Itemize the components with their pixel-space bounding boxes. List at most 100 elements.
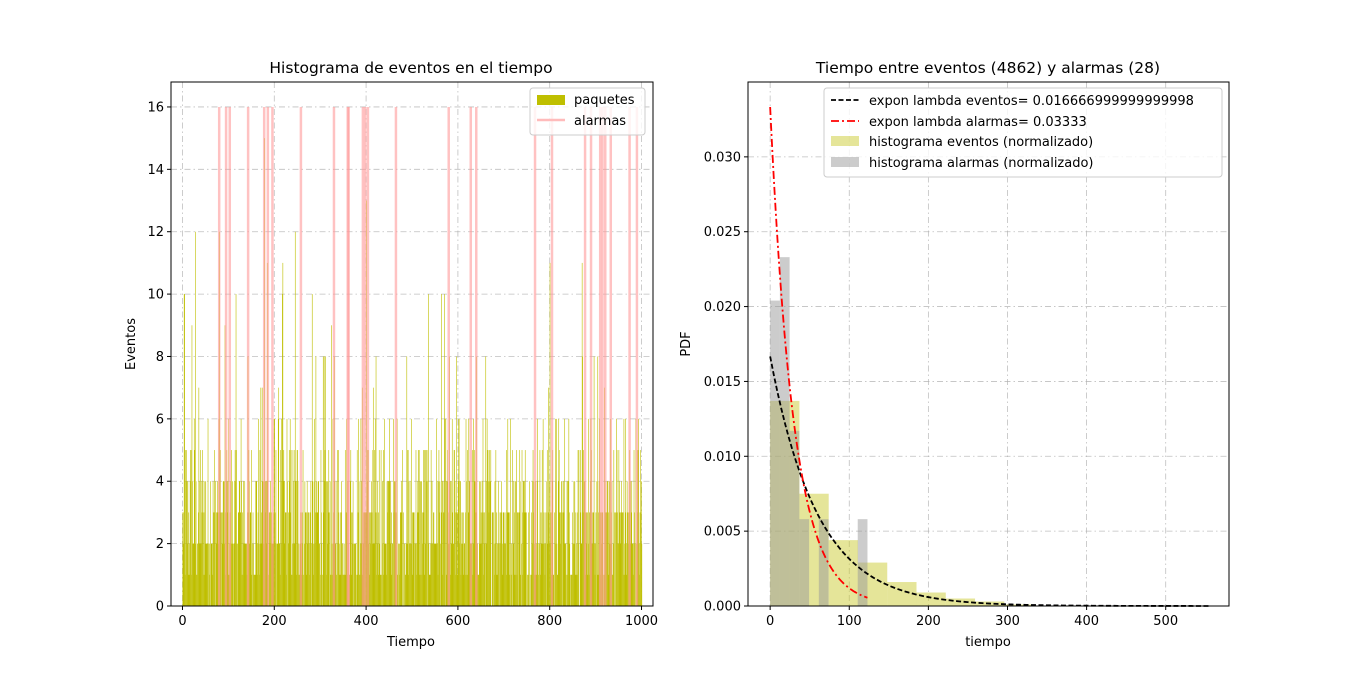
alarm-hist-bar bbox=[858, 519, 868, 606]
paquetes-bar bbox=[492, 512, 493, 606]
y-tick-label: 12 bbox=[147, 225, 164, 240]
legend-swatch-paquetes bbox=[537, 95, 565, 105]
paquetes-bar bbox=[319, 544, 320, 606]
paquetes-bar bbox=[221, 512, 222, 606]
paquetes-bar bbox=[311, 544, 312, 606]
paquetes-bar bbox=[546, 512, 547, 606]
y-tick-label: 10 bbox=[147, 288, 164, 303]
x-tick-label: 200 bbox=[916, 614, 941, 629]
paquetes-bar bbox=[485, 544, 486, 606]
y-tick-label: 0 bbox=[156, 600, 164, 615]
y-tick-label: 14 bbox=[147, 163, 164, 178]
paquetes-bar bbox=[490, 450, 491, 606]
paquetes-bar bbox=[376, 356, 377, 606]
x-tick-label: 200 bbox=[262, 614, 287, 629]
paquetes-bar bbox=[233, 544, 234, 606]
paquetes-bar bbox=[392, 544, 393, 606]
paquetes-bar bbox=[353, 481, 354, 606]
chart2-y-label: PDF bbox=[679, 331, 694, 356]
paquetes-bar bbox=[642, 544, 643, 606]
alarm-hist-bar bbox=[770, 301, 780, 606]
x-tick-label: 0 bbox=[766, 614, 774, 629]
x-tick-label: 400 bbox=[1074, 614, 1099, 629]
legend-label-expon-alarmas: expon lambda alarmas= 0.03333 bbox=[869, 115, 1087, 130]
paquetes-bar bbox=[509, 512, 510, 606]
y-tick-label: 2 bbox=[156, 537, 164, 552]
alarm-hist-bar bbox=[799, 519, 809, 606]
legend-label-paquetes: paquetes bbox=[574, 93, 635, 108]
y-tick-label: 0.000 bbox=[704, 600, 741, 615]
paquetes-bar bbox=[518, 512, 519, 606]
chart1-legend: paquetes alarmas bbox=[530, 88, 645, 135]
paquetes-bar bbox=[520, 575, 521, 606]
chart1-title: Histograma de eventos en el tiempo bbox=[269, 59, 552, 77]
x-tick-label: 800 bbox=[537, 614, 562, 629]
paquetes-bar bbox=[287, 481, 288, 606]
x-tick-label: 500 bbox=[1153, 614, 1178, 629]
paquetes-bar bbox=[525, 512, 526, 606]
y-tick-label: 6 bbox=[156, 412, 164, 427]
paquetes-bar bbox=[414, 512, 415, 606]
paquetes-bar bbox=[635, 544, 636, 606]
paquetes-bar bbox=[208, 544, 209, 606]
chart1-y-label: Eventos bbox=[124, 318, 139, 370]
paquetes-bar bbox=[210, 481, 211, 606]
legend-swatch-hist-alarmas bbox=[831, 157, 859, 167]
paquetes-bar bbox=[614, 512, 615, 606]
y-tick-label: 0.010 bbox=[704, 450, 741, 465]
paquetes-bar bbox=[252, 544, 253, 606]
paquetes-bar bbox=[401, 512, 402, 606]
x-tick-label: 300 bbox=[995, 614, 1020, 629]
legend-label-hist-eventos: histograma eventos (normalizado) bbox=[869, 135, 1093, 150]
y-tick-label: 8 bbox=[156, 350, 164, 365]
legend-label-hist-alarmas: histograma alarmas (normalizado) bbox=[869, 156, 1094, 171]
alarm-hist-bar bbox=[790, 431, 800, 606]
paquetes-bar bbox=[440, 481, 441, 606]
paquetes-bar bbox=[538, 575, 539, 606]
y-tick-label: 0.005 bbox=[704, 525, 741, 540]
paquetes-bar bbox=[579, 450, 580, 606]
paquetes-bar bbox=[498, 481, 499, 606]
paquetes-bar bbox=[356, 575, 357, 606]
y-tick-label: 16 bbox=[147, 100, 164, 115]
paquetes-bar bbox=[427, 481, 428, 606]
event-hist-bar bbox=[829, 540, 858, 606]
paquetes-bar bbox=[562, 481, 563, 606]
y-tick-label: 0.025 bbox=[704, 225, 741, 240]
paquetes-bar bbox=[322, 544, 323, 606]
paquetes-bar bbox=[615, 512, 616, 606]
x-tick-label: 400 bbox=[354, 614, 379, 629]
paquetes-bar bbox=[329, 512, 330, 606]
paquetes-bar bbox=[403, 512, 404, 606]
alarm-hist-bar bbox=[780, 257, 790, 606]
legend-label-alarmas: alarmas bbox=[574, 114, 626, 129]
paquetes-bar bbox=[215, 481, 216, 606]
paquetes-bar bbox=[529, 481, 530, 606]
y-tick-label: 0.030 bbox=[704, 150, 741, 165]
y-tick-label: 0.015 bbox=[704, 375, 741, 390]
paquetes-bar bbox=[184, 294, 185, 606]
paquetes-bar bbox=[276, 544, 277, 606]
paquetes-bar bbox=[397, 575, 398, 606]
paquetes-bar bbox=[566, 575, 567, 606]
x-tick-label: 100 bbox=[837, 614, 862, 629]
paquetes-bar bbox=[336, 575, 337, 606]
paquetes-bar bbox=[596, 512, 597, 606]
paquetes-bar bbox=[402, 450, 403, 606]
paquetes-bar bbox=[569, 544, 570, 606]
paquetes-bar bbox=[445, 419, 446, 606]
chart2-x-label: tiempo bbox=[965, 635, 1011, 650]
chart2-legend: expon lambda eventos= 0.0166669999999999… bbox=[824, 88, 1222, 177]
x-tick-label: 600 bbox=[445, 614, 470, 629]
paquetes-bar bbox=[303, 575, 304, 606]
chart2-title: Tiempo entre eventos (4862) y alarmas (2… bbox=[815, 59, 1160, 77]
legend-swatch-hist-eventos bbox=[831, 136, 859, 146]
chart1-x-label: Tiempo bbox=[386, 635, 435, 650]
legend-label-expon-eventos: expon lambda eventos= 0.0166669999999999… bbox=[869, 94, 1194, 109]
y-tick-label: 4 bbox=[156, 475, 164, 490]
paquetes-bar bbox=[553, 575, 554, 606]
paquetes-bar bbox=[381, 575, 382, 606]
paquetes-bar bbox=[527, 575, 528, 606]
y-tick-label: 0.020 bbox=[704, 300, 741, 315]
